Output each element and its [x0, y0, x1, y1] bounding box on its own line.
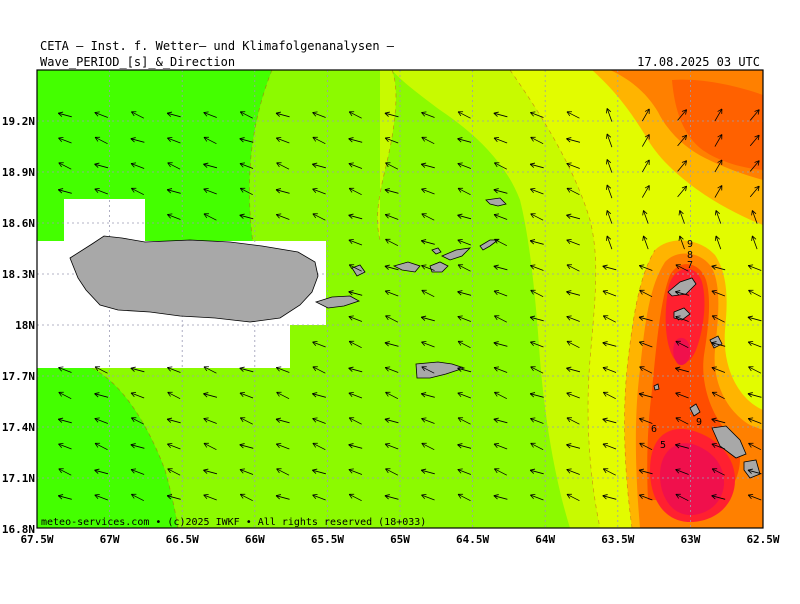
y-tick-label: 17.1N [2, 472, 35, 485]
x-tick-label: 63W [680, 533, 700, 546]
footer-credit: meteo-services.com • (c)2025 IWKF • All … [41, 517, 426, 528]
x-tick-label: 64W [535, 533, 555, 546]
y-tick-label: 19.2N [2, 115, 35, 128]
contour-label: 9 [696, 417, 702, 428]
y-axis-ticks: 19.2N 18.9N 18.6N 18.3N 18N 17.7N 17.4N 17.1N 16… [2, 115, 35, 536]
x-tick-label: 66W [245, 533, 265, 546]
x-tick-label: 67W [100, 533, 120, 546]
y-tick-label: 16.8N [2, 523, 35, 536]
x-tick-label: 64.5W [456, 533, 489, 546]
x-tick-label: 66.5W [166, 533, 199, 546]
y-tick-label: 17.7N [2, 370, 35, 383]
x-tick-label: 65.5W [311, 533, 344, 546]
field-crimson-core-north [673, 338, 690, 365]
contour-label: 5 [660, 440, 666, 451]
y-tick-label: 18N [15, 319, 35, 332]
x-tick-label: 65W [390, 533, 410, 546]
y-tick-label: 17.4N [2, 421, 35, 434]
y-tick-label: 18.3N [2, 268, 35, 281]
y-tick-label: 18.9N [2, 166, 35, 179]
y-tick-label: 18.6N [2, 217, 35, 230]
x-tick-label: 62.5W [746, 533, 779, 546]
contour-label: 9 [687, 239, 693, 250]
contour-label: 6 [651, 424, 657, 435]
x-tick-label: 63.5W [601, 533, 634, 546]
